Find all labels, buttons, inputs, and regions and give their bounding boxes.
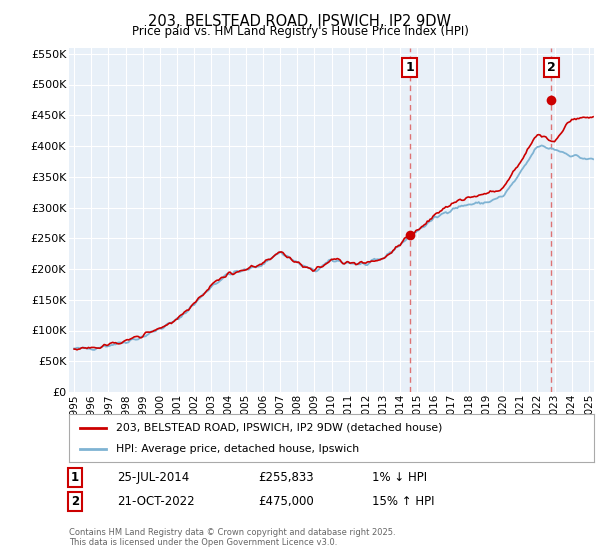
- Text: 2: 2: [71, 494, 79, 508]
- Text: Contains HM Land Registry data © Crown copyright and database right 2025.
This d: Contains HM Land Registry data © Crown c…: [69, 528, 395, 547]
- Text: 203, BELSTEAD ROAD, IPSWICH, IP2 9DW: 203, BELSTEAD ROAD, IPSWICH, IP2 9DW: [149, 14, 452, 29]
- Text: 203, BELSTEAD ROAD, IPSWICH, IP2 9DW (detached house): 203, BELSTEAD ROAD, IPSWICH, IP2 9DW (de…: [116, 423, 443, 433]
- Text: 1% ↓ HPI: 1% ↓ HPI: [372, 470, 427, 484]
- Text: HPI: Average price, detached house, Ipswich: HPI: Average price, detached house, Ipsw…: [116, 444, 359, 454]
- Text: 1: 1: [405, 61, 414, 74]
- Text: 25-JUL-2014: 25-JUL-2014: [117, 470, 189, 484]
- Text: 1: 1: [71, 470, 79, 484]
- Text: £475,000: £475,000: [258, 494, 314, 508]
- Text: Price paid vs. HM Land Registry's House Price Index (HPI): Price paid vs. HM Land Registry's House …: [131, 25, 469, 38]
- Text: 2: 2: [547, 61, 556, 74]
- Text: 21-OCT-2022: 21-OCT-2022: [117, 494, 194, 508]
- Text: £255,833: £255,833: [258, 470, 314, 484]
- Text: 15% ↑ HPI: 15% ↑ HPI: [372, 494, 434, 508]
